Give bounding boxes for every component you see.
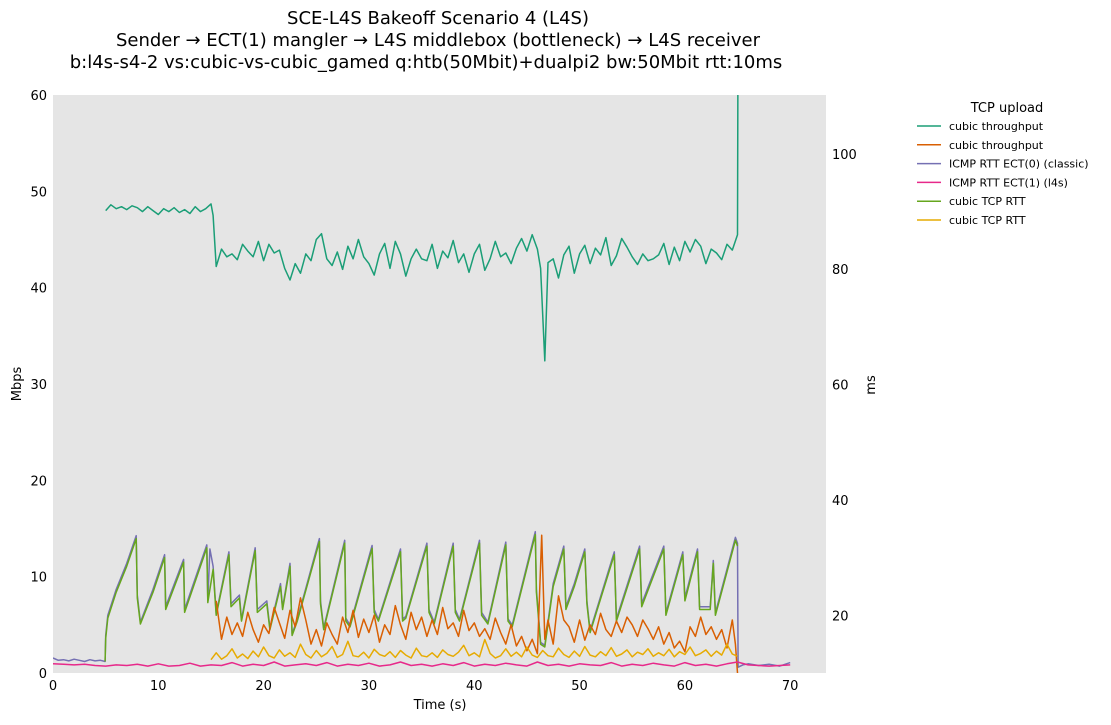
chart-title-line-2: Sender → ECT(1) mangler → L4S middlebox … xyxy=(116,30,761,51)
y-tick-label-left: 50 xyxy=(30,185,47,200)
y-tick-label-left: 40 xyxy=(30,282,47,297)
series-line-icmp-rtt-ect-1-l4s-3 xyxy=(53,661,791,667)
x-tick-label: 40 xyxy=(466,679,483,694)
chart-title-line-1: SCE-L4S Bakeoff Scenario 4 (L4S) xyxy=(287,8,589,29)
y-tick-label-right: 20 xyxy=(832,609,849,624)
y-tick-label-left: 60 xyxy=(30,89,47,104)
x-tick-label: 50 xyxy=(571,679,588,694)
legend-item-label: ICMP RTT ECT(0) (classic) xyxy=(949,158,1089,171)
legend: TCP upload cubic throughput cubic through… xyxy=(917,101,1089,227)
y-axis-label-right: ms xyxy=(864,375,879,395)
chart-title-line-3: b:l4s-s4-2 vs:cubic-vs-cubic_gamed q:htb… xyxy=(70,52,783,73)
y-tick-label-right: 40 xyxy=(832,494,849,509)
legend-item-label: cubic throughput xyxy=(949,139,1044,152)
y-tick-label-left: 10 xyxy=(30,571,47,586)
series-line-cubic-tcp-rtt-4 xyxy=(104,533,739,662)
x-tick-label: 10 xyxy=(150,679,167,694)
y-tick-label-right: 60 xyxy=(832,379,849,394)
legend-item-label: ICMP RTT ECT(1) (l4s) xyxy=(949,176,1068,189)
x-tick-label: 0 xyxy=(49,679,57,694)
y-tick-label-left: 0 xyxy=(39,667,47,682)
y-axis-label-left: Mbps xyxy=(10,367,25,402)
legend-item-label: cubic throughput xyxy=(949,120,1044,133)
plot-area xyxy=(53,95,826,673)
series-line-cubic-throughput-1 xyxy=(215,534,739,673)
y-tick-label-left: 20 xyxy=(30,474,47,489)
axis-ticks: 0 10 20 30 40 50 60 70 0 10 20 30 40 50 60 20 40 60 80 100 xyxy=(30,89,856,694)
y-tick-label-right: 80 xyxy=(832,263,849,278)
y-tick-label-right: 100 xyxy=(832,148,857,163)
series-lines xyxy=(53,95,791,673)
legend-title: TCP upload xyxy=(970,101,1044,116)
legend-item-label: cubic TCP RTT xyxy=(949,195,1026,208)
y-tick-label-left: 30 xyxy=(30,378,47,393)
x-tick-label: 20 xyxy=(255,679,272,694)
series-line-cubic-throughput-0 xyxy=(105,95,739,362)
x-tick-label: 60 xyxy=(677,679,694,694)
series-line-cubic-tcp-rtt-5 xyxy=(210,638,738,661)
x-tick-label: 30 xyxy=(361,679,378,694)
legend-item-label: cubic TCP RTT xyxy=(949,214,1026,227)
x-tick-label: 70 xyxy=(782,679,799,694)
x-axis-label: Time (s) xyxy=(413,698,467,713)
